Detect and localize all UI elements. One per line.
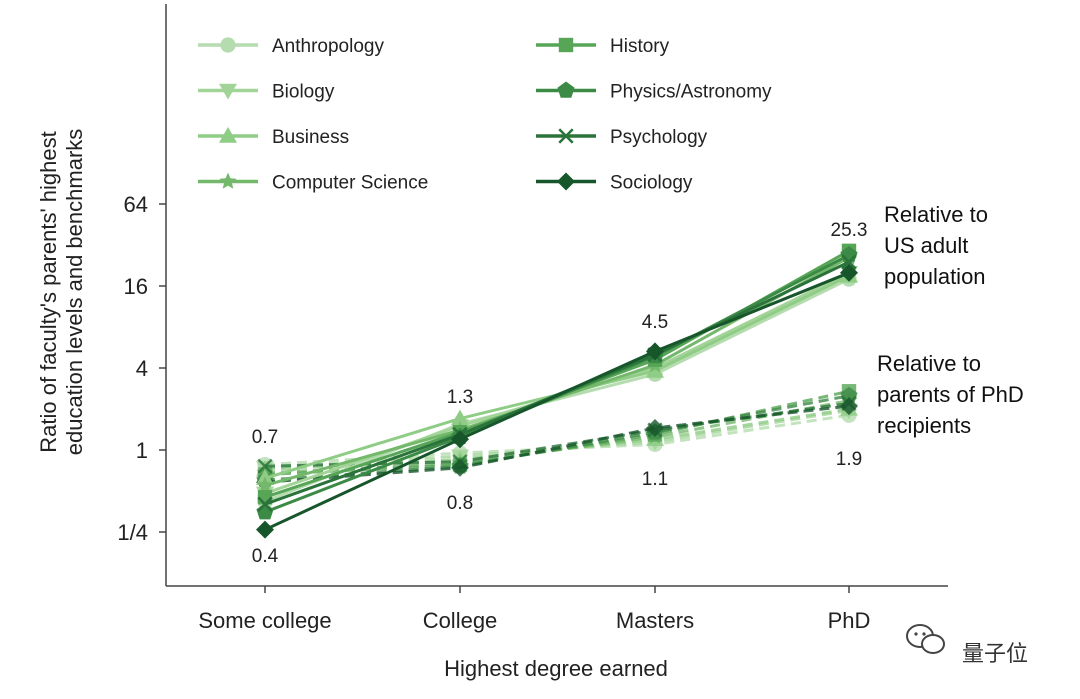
annotation-line: parents of PhD xyxy=(877,382,1024,407)
series-computer-science-us-adult xyxy=(256,248,858,493)
data-point xyxy=(451,409,469,426)
data-point xyxy=(256,520,274,539)
legend-item: Anthropology xyxy=(198,36,384,57)
legend-marker xyxy=(557,172,575,191)
y-tick-label: 4 xyxy=(136,356,148,381)
data-label: 25.3 xyxy=(831,220,868,241)
legend-label: Anthropology xyxy=(272,36,384,57)
labels-layer: 0.7 0.4 1.3 0.8 4.5 1.1 25.3 1.9 Relative to US a… xyxy=(252,202,1024,567)
watermark-text: 量子位 xyxy=(962,642,1028,667)
data-point xyxy=(257,496,273,512)
data-label: 0.7 xyxy=(252,427,278,448)
y-tick-label: 64 xyxy=(124,192,148,217)
x-tick-label: College xyxy=(423,608,498,633)
series-sociology-us-adult xyxy=(256,263,858,539)
data-label: 4.5 xyxy=(642,312,668,333)
annotation-line: Relative to xyxy=(877,351,981,376)
legend-label: Business xyxy=(272,127,349,148)
legend-item: Physics/Astronomy xyxy=(536,81,772,103)
legend-label: History xyxy=(610,36,670,57)
series-physics-astronomy-phd-parents xyxy=(256,386,858,488)
series-computer-science-phd-parents xyxy=(256,391,858,481)
annotation-line: Relative to xyxy=(884,202,988,227)
y-axis-title-line2: education levels and benchmarks xyxy=(62,129,87,456)
data-label: 0.4 xyxy=(252,546,279,567)
legend-marker xyxy=(219,127,237,143)
series-layer xyxy=(256,243,858,539)
data-label: 1.9 xyxy=(836,449,862,470)
axes: 1/4 1 4 16 64 Some college College Masters PhD xyxy=(117,4,948,633)
legend-item: Sociology xyxy=(536,172,693,194)
data-label: 1.3 xyxy=(447,387,473,408)
data-point xyxy=(451,430,469,449)
data-point xyxy=(451,458,469,477)
data-point xyxy=(646,419,664,438)
legend-label: Sociology xyxy=(610,173,693,194)
legend-label: Biology xyxy=(272,82,335,103)
data-point xyxy=(646,342,664,361)
annotation-line: US adult xyxy=(884,233,968,258)
data-point xyxy=(646,362,664,378)
series-physics-astronomy-us-adult xyxy=(256,246,858,520)
data-point xyxy=(841,254,857,270)
annotation-us-adult: Relative to US adult population xyxy=(884,202,988,289)
wechat-icon xyxy=(906,624,945,654)
x-tick-label: Some college xyxy=(198,608,331,633)
annotation-line: population xyxy=(884,264,986,289)
legend-marker xyxy=(557,81,575,98)
x-tick-label: PhD xyxy=(828,608,871,633)
y-tick-label: 1 xyxy=(136,438,148,463)
watermark: 量子位 xyxy=(906,624,1028,667)
data-point xyxy=(840,263,858,282)
annotation-phd-parents: Relative to parents of PhD recipients xyxy=(877,351,1024,438)
legend-item: Business xyxy=(198,127,349,148)
legend-item: Psychology xyxy=(536,127,708,148)
legend-label: Psychology xyxy=(610,127,708,148)
y-tick-label: 16 xyxy=(124,274,148,299)
legend-marker xyxy=(558,37,574,53)
series-sociology-phd-parents xyxy=(256,397,858,492)
legend-marker xyxy=(219,172,237,189)
legend-item: Computer Science xyxy=(198,172,428,194)
x-tick-label: Masters xyxy=(616,608,694,633)
legend-item: Biology xyxy=(198,82,335,103)
data-label: 0.8 xyxy=(447,493,473,514)
series-psychology-us-adult xyxy=(257,254,857,512)
legend-label: Computer Science xyxy=(272,173,428,194)
legend-marker xyxy=(558,128,574,144)
legend-marker xyxy=(220,37,236,53)
legend-marker xyxy=(219,83,237,100)
data-point xyxy=(256,476,274,493)
data-point xyxy=(840,397,858,416)
y-axis-title-line1: Ratio of faculty's parents' highest xyxy=(36,131,61,452)
data-label: 1.1 xyxy=(642,469,668,490)
series-line xyxy=(264,271,850,532)
annotation-line: recipients xyxy=(877,413,971,438)
legend: Anthropology Biology Business Computer Scie… xyxy=(198,36,772,194)
y-tick-label: 1/4 xyxy=(117,520,148,545)
x-axis-title: Highest degree earned xyxy=(444,656,668,681)
data-point xyxy=(257,458,273,474)
legend-label: Physics/Astronomy xyxy=(610,82,772,103)
legend-item: History xyxy=(536,36,670,57)
